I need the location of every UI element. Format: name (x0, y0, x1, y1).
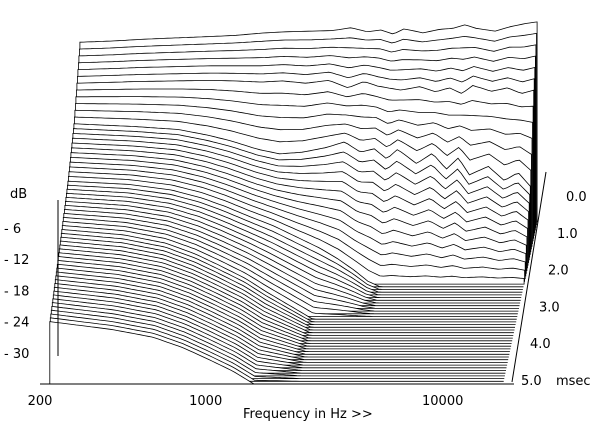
x-tick-label: 200 (28, 394, 53, 409)
axes (40, 171, 547, 385)
time-tick-label: 1.0 (557, 227, 578, 242)
axis-labels: dB Frequency in Hz >> (10, 187, 373, 422)
time-axis-line (511, 171, 547, 383)
y-tick-label: - 24 (4, 316, 29, 331)
x-axis-label: Frequency in Hz >> (243, 407, 373, 422)
time-axis-label: msec (556, 374, 591, 389)
tick-labels: - 6 - 12 - 18 - 24 - 30 200 1000 10000 0.0 1.0 2.0… (4, 190, 591, 409)
x-tick-label: 10000 (422, 394, 463, 409)
time-tick-label: 4.0 (530, 337, 551, 352)
x-tick-label: 1000 (189, 394, 222, 409)
time-tick-label: 3.0 (539, 300, 560, 315)
time-tick-label: 5.0 (521, 374, 542, 389)
time-tick-label: 0.0 (566, 190, 587, 205)
time-tick-label: 2.0 (548, 264, 569, 279)
y-axis-label: dB (10, 187, 27, 202)
y-tick-label: - 6 (4, 222, 21, 237)
waterfall-slices (49, 21, 538, 385)
y-tick-label: - 30 (4, 347, 29, 362)
y-tick-label: - 12 (4, 253, 29, 268)
y-tick-label: - 18 (4, 284, 29, 299)
